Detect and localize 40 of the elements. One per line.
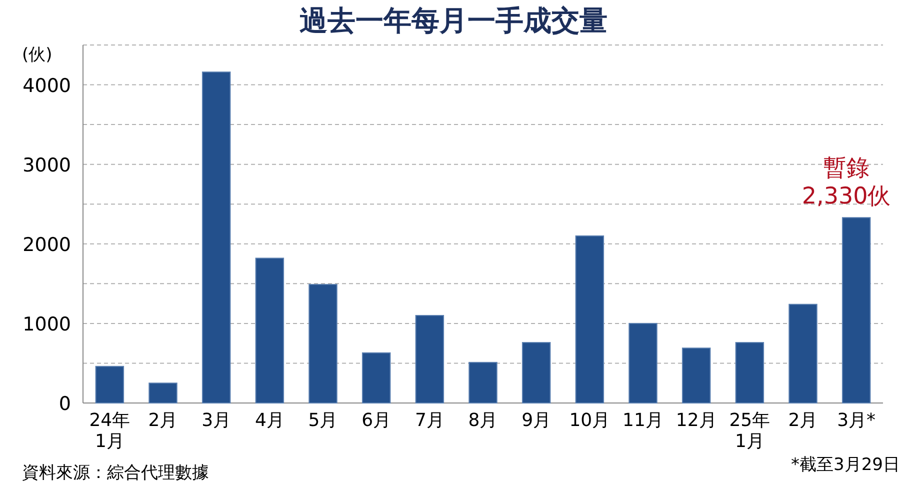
y-tick-label: 2000	[22, 234, 71, 256]
bar	[522, 342, 551, 404]
y-tick-label: 4000	[22, 74, 71, 97]
bar	[308, 284, 338, 404]
x-tick-label: 12月	[676, 410, 717, 431]
x-tick-label: 24年 1月	[89, 410, 130, 452]
bar	[575, 235, 604, 404]
bar	[628, 322, 658, 404]
annotation: 暫錄 2,330伙	[802, 156, 891, 210]
y-tick-label: 0	[58, 393, 71, 415]
bar	[202, 72, 231, 404]
bar	[362, 352, 391, 404]
bar	[95, 366, 124, 404]
y-tick-label: 1000	[22, 313, 71, 336]
bar	[255, 258, 284, 404]
x-tick-label: 2月	[148, 410, 178, 431]
x-tick-label: 3月*	[837, 410, 876, 431]
x-tick-label: 2月	[788, 410, 818, 431]
chart-title: 過去一年每月一手成交量	[300, 4, 608, 37]
bar	[148, 382, 178, 404]
bar	[415, 314, 444, 404]
y-tick-label: 3000	[22, 154, 71, 176]
y-axis-title: (伙)	[22, 45, 52, 65]
x-tick-label: 25年 1月	[729, 410, 770, 452]
x-tick-label: 8月	[468, 410, 498, 431]
bar	[788, 304, 818, 404]
x-tick-label: 6月	[362, 410, 392, 431]
bar	[842, 217, 871, 404]
bar	[468, 362, 498, 404]
x-tick-label: 10月	[569, 410, 610, 431]
x-tick-label: 9月	[522, 410, 552, 431]
bar	[682, 348, 711, 404]
x-tick-label: 11月	[622, 410, 664, 431]
text: *截至3月29日	[791, 455, 900, 475]
x-tick-label: 5月	[308, 410, 338, 431]
bar	[735, 342, 764, 404]
x-tick-label: 7月	[414, 410, 444, 431]
source-note: 資料來源：綜合代理數據	[22, 463, 209, 483]
x-tick-label: 3月	[202, 410, 232, 431]
x-tick-label: 4月	[254, 410, 284, 431]
